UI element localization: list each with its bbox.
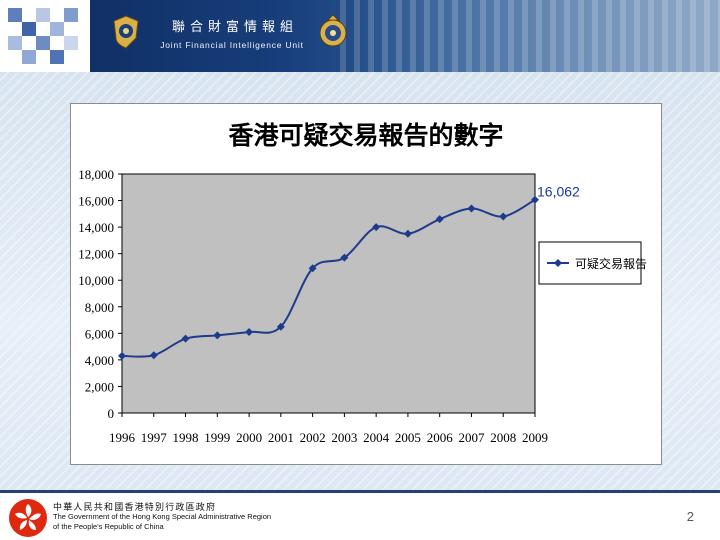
unit-name-chinese: 聯合財富情報組 <box>171 20 298 35</box>
plot-area <box>121 173 536 414</box>
y-tick-label: 14,000 <box>78 220 114 235</box>
y-tick-label: 10,000 <box>78 273 114 288</box>
government-name-english-line1: The Government of the Hong Kong Special … <box>53 512 272 521</box>
y-tick-label: 4,000 <box>85 353 114 368</box>
data-point <box>149 351 158 360</box>
data-point <box>403 229 412 238</box>
customs-crest-icon <box>319 14 347 47</box>
y-tick-label: 16,000 <box>78 194 114 209</box>
data-point <box>181 334 190 343</box>
footer-divider <box>0 490 720 493</box>
footer <box>0 492 720 540</box>
checker-pattern <box>0 0 90 72</box>
page-number: 2 <box>686 509 694 524</box>
legend-marker <box>554 259 562 267</box>
x-tick-label: 2005 <box>395 430 421 445</box>
bauhinia-emblem-icon <box>9 499 47 537</box>
x-tick-label: 2009 <box>522 430 548 445</box>
data-point <box>499 212 508 221</box>
data-label: 16,062 <box>537 184 580 200</box>
unit-name-english: Joint Financial Intelligence Unit <box>160 40 304 50</box>
x-tick-label: 2007 <box>458 430 485 445</box>
y-tick-label: 2,000 <box>85 379 114 394</box>
y-tick-label: 0 <box>108 406 115 421</box>
police-crest-icon <box>113 15 139 49</box>
x-tick-label: 2004 <box>363 430 390 445</box>
skyline-photo <box>340 0 720 72</box>
line-chart: 0 2,000 4,000 6,000 8,000 10,000 12,000 14,000 1… <box>78 167 647 445</box>
x-tick-label: 2006 <box>427 430 454 445</box>
data-point <box>467 204 476 213</box>
x-tick-label: 2000 <box>236 430 262 445</box>
data-point <box>308 264 317 273</box>
data-point <box>245 328 254 337</box>
y-tick-label: 12,000 <box>78 247 114 262</box>
x-tick-label: 2001 <box>268 430 294 445</box>
data-point <box>531 195 539 204</box>
x-tick-label: 2008 <box>490 430 516 445</box>
x-tick-label: 1996 <box>109 430 136 445</box>
data-point <box>372 223 381 232</box>
y-tick-label: 18,000 <box>78 167 114 182</box>
data-point <box>435 215 444 224</box>
chart-panel: 香港可疑交易報告的數字 0 2,000 4,000 6,000 8,000 10,000 1… <box>70 103 662 465</box>
x-tick-label: 1998 <box>173 430 199 445</box>
header-banner: 聯合財富情報組 Joint Financial Intelligence Uni… <box>0 0 720 72</box>
x-tick-label: 2003 <box>331 430 357 445</box>
government-name-chinese: 中華人民共和國香港特別行政區政府 <box>53 503 217 513</box>
data-point <box>118 351 126 360</box>
data-point <box>340 253 349 262</box>
x-tick-label: 1997 <box>141 430 168 445</box>
legend-label: 可疑交易報告 <box>575 256 647 271</box>
chart-title: 香港可疑交易報告的數字 <box>228 121 504 150</box>
government-name-english-line2: of the People's Republic of China <box>53 522 164 531</box>
y-tick-label: 8,000 <box>85 300 114 315</box>
x-tick-label: 2002 <box>300 430 326 445</box>
x-tick-label: 1999 <box>204 430 230 445</box>
y-tick-label: 6,000 <box>85 326 114 341</box>
data-point <box>213 331 222 340</box>
data-point <box>276 322 285 331</box>
